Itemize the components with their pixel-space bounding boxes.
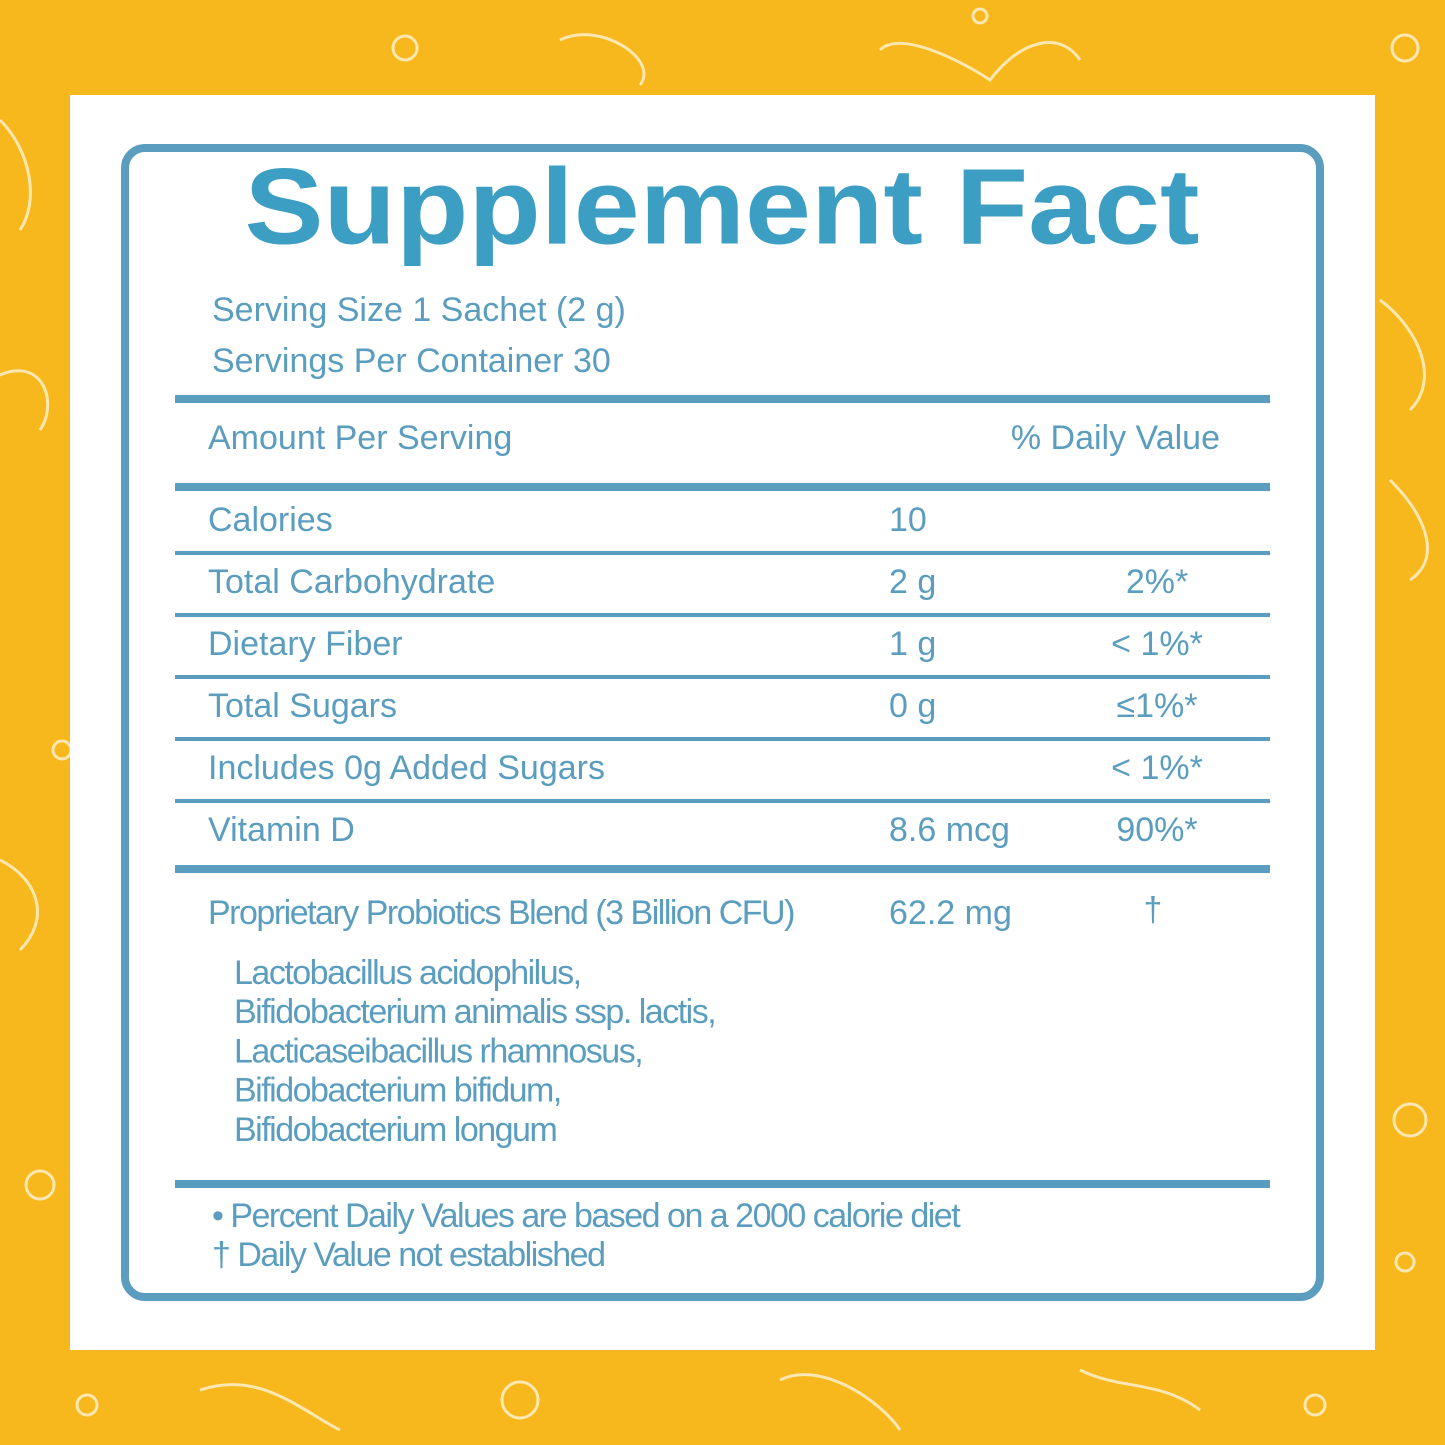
blend-name: Proprietary Probiotics Blend (3 Billion … xyxy=(208,894,794,932)
nutrient-daily-value: ≤1%* xyxy=(1116,687,1197,725)
serving-size: Serving Size 1 Sachet (2 g) xyxy=(212,291,626,329)
nutrient-amount: 1 g xyxy=(889,625,936,663)
strain: Bifidobacterium bifidum, xyxy=(234,1072,561,1110)
nutrient-daily-value: 2%* xyxy=(1126,563,1188,601)
servings-per-container: Servings Per Container 30 xyxy=(212,342,611,380)
nutrient-name: Total Carbohydrate xyxy=(208,563,495,601)
nutrient-amount: 10 xyxy=(889,501,927,539)
strain: Bifidobacterium longum xyxy=(234,1111,556,1149)
column-header: Amount Per Serving xyxy=(208,419,512,457)
nutrient-name: Total Sugars xyxy=(208,687,397,725)
nutrient-amount: 8.6 mcg xyxy=(889,811,1010,849)
label-border xyxy=(121,144,1324,1301)
nutrient-name: Includes 0g Added Sugars xyxy=(208,749,605,787)
nutrient-amount: 0 g xyxy=(889,687,936,725)
nutrient-name: Calories xyxy=(208,501,333,539)
blend-amount: 62.2 mg xyxy=(889,894,1012,932)
nutrient-name: Vitamin D xyxy=(208,811,355,849)
blend-daily-value: † xyxy=(1144,891,1163,929)
strain: Lactobacillus acidophilus, xyxy=(234,954,581,992)
nutrient-daily-value: < 1%* xyxy=(1111,625,1203,663)
nutrient-amount: 2 g xyxy=(889,563,936,601)
nutrient-daily-value: 90%* xyxy=(1116,811,1197,849)
decoration xyxy=(0,7,1429,1432)
nutrient-daily-value: < 1%* xyxy=(1111,749,1203,787)
strain: Bifidobacterium animalis ssp. lactis, xyxy=(234,993,715,1031)
strain: Lacticaseibacillus rhamnosus, xyxy=(234,1032,642,1070)
footnote: • Percent Daily Values are based on a 20… xyxy=(212,1197,961,1235)
column-header: % Daily Value xyxy=(1011,419,1220,457)
card xyxy=(70,95,1375,1350)
nutrient-name: Dietary Fiber xyxy=(208,625,403,663)
title: Supplement Fact xyxy=(245,146,1200,267)
footnote: † Daily Value not established xyxy=(212,1236,604,1274)
